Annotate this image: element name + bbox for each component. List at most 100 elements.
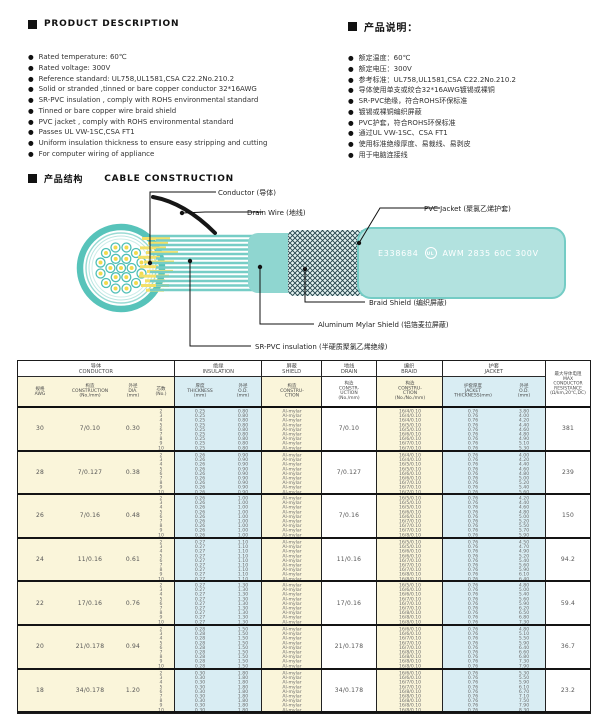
cell-ins-od: 1.10 1.10 1.10 1.10 1.10 1.10 1.10 1.10 … xyxy=(225,538,262,581)
cell-jacket-od-value: 4.80 5.10 5.50 5.90 6.40 6.60 6.80 7.30 … xyxy=(518,626,530,668)
cell-ins-thickness: 0.27 0.27 0.27 0.27 0.27 0.27 0.27 0.27 … xyxy=(175,538,225,581)
cell-jacket-thickness: 0.76 0.76 0.76 0.76 0.76 0.76 0.76 0.76 … xyxy=(443,495,503,537)
cell-shield-value: Al-mylar Al-mylar Al-mylar Al-mylar Al-m… xyxy=(281,539,302,581)
cell-drain: 7/0.127 xyxy=(322,451,377,494)
cell-dia: 1.20 xyxy=(118,669,148,712)
bullet-icon: ● xyxy=(28,74,34,83)
cell-jacket-thickness: 0.76 0.76 0.76 0.76 0.76 0.76 0.76 0.76 … xyxy=(443,451,503,494)
cell-drain: 34/0.178 xyxy=(322,669,377,712)
cell-resistance: 381 xyxy=(546,408,590,450)
list-item-text: SR-PVC绝缘，符合ROHS环保标准 xyxy=(358,97,468,105)
cell-braid: 16/6/0.10 16/6/0.10 16/7/0.10 16/7/0.10 … xyxy=(377,669,443,712)
list-item: ● PVC护套，符合ROHS环保标准 xyxy=(348,118,516,129)
cell-dia: 0.38 xyxy=(118,451,148,494)
cell-jacket-thickness-value: 0.76 0.76 0.76 0.76 0.76 0.76 0.76 0.76 … xyxy=(467,582,479,624)
list-item-text: PVC护套，符合ROHS环保标准 xyxy=(358,118,456,127)
cell-braid-value: 16/4/0.10 16/4/0.10 16/4/0.10 16/5/0.10 … xyxy=(398,408,421,450)
table-row: 24 11/0.16 0.61 2 3 4 5 6 7 8 9 10 0.27 0.27… xyxy=(18,538,590,583)
cell-shield: Al-mylar Al-mylar Al-mylar Al-mylar Al-m… xyxy=(262,669,322,712)
cell-jacket-thickness: 0.76 0.76 0.76 0.76 0.76 0.76 0.76 0.76 … xyxy=(443,669,503,712)
cell-shield: Al-mylar Al-mylar Al-mylar Al-mylar Al-m… xyxy=(262,538,322,581)
cell-resistance: 150 xyxy=(546,495,590,537)
cell-ins-od-value: 1.10 1.10 1.10 1.10 1.10 1.10 1.10 1.10 … xyxy=(237,539,249,581)
specification-table: 导体 CONDUCTOR 绝缘 INSULATION 屏蔽 SHIELD 地线 … xyxy=(17,360,591,714)
cell-ins-od: 1.50 1.50 1.50 1.50 1.50 1.50 1.50 1.50 … xyxy=(225,625,262,668)
cell-cores: 2 3 4 5 6 7 8 9 10 xyxy=(148,495,175,537)
product-description-list-en: ● Rated temperature: 60℃ ● Rated voltage: 3… xyxy=(28,52,267,160)
bullet-icon: ● xyxy=(28,63,34,72)
list-item: ● 使用标准绝缘厚度、易裁线、易剥皮 xyxy=(348,139,516,150)
cell-awg-value: 26 xyxy=(35,512,45,520)
cell-cores: 2 3 4 5 6 7 8 9 10 xyxy=(148,538,175,581)
cell-resistance-value: 239 xyxy=(561,468,575,476)
cell-resistance: 36.7 xyxy=(546,625,590,668)
cell-ins-thickness-value: 0.28 0.28 0.28 0.28 0.28 0.28 0.28 0.28 … xyxy=(194,626,206,668)
bullet-icon: ● xyxy=(348,150,354,159)
cell-ins-thickness: 0.25 0.25 0.25 0.25 0.25 0.25 0.25 0.25 … xyxy=(175,408,225,450)
cell-dia: 0.61 xyxy=(118,538,148,581)
cell-awg-value: 22 xyxy=(35,599,45,607)
column-header-construction: 构造 CONSTRUCTION (No./mm) xyxy=(62,377,118,406)
cell-jacket-od-value: 4.00 4.20 4.40 4.60 4.80 5.00 5.20 5.40 … xyxy=(518,452,530,494)
cell-jacket-thickness: 0.76 0.76 0.76 0.76 0.76 0.76 0.76 0.76 … xyxy=(443,582,503,624)
cell-jacket-thickness: 0.76 0.76 0.76 0.76 0.76 0.76 0.76 0.76 … xyxy=(443,408,503,450)
bullet-icon: ● xyxy=(28,149,34,158)
cell-ins-od-value: 1.80 1.80 1.80 1.80 1.80 1.80 1.80 1.80 … xyxy=(237,670,249,712)
list-item-text: For computer wiring of appliance xyxy=(38,149,155,158)
cell-shield: Al-mylar Al-mylar Al-mylar Al-mylar Al-m… xyxy=(262,582,322,624)
cell-dia-value: 0.48 xyxy=(125,512,141,520)
list-item: ● PVC jacket , comply with ROHS environme… xyxy=(28,117,267,128)
list-item-text: 通过UL VW-1SC、CSA FT1 xyxy=(358,129,448,138)
column-header-jacket-od: 外径 O.D. (mm) xyxy=(503,377,546,406)
table-row: 22 17/0.16 0.76 2 3 4 5 6 7 8 9 10 0.27 0.27… xyxy=(18,582,590,626)
cell-cores-value: 2 3 4 5 6 7 8 9 10 xyxy=(158,539,164,581)
cell-ins-od: 1.00 1.00 1.00 1.00 1.00 1.00 1.00 1.00 … xyxy=(225,495,262,537)
cell-construction-value: 17/0.16 xyxy=(77,599,103,607)
cell-resistance: 94.2 xyxy=(546,538,590,581)
bullet-icon: ● xyxy=(348,97,354,105)
cell-cores-value: 2 3 4 5 6 7 8 9 10 xyxy=(158,582,164,624)
bullet-icon: ● xyxy=(348,107,354,116)
cell-shield: Al-mylar Al-mylar Al-mylar Al-mylar Al-m… xyxy=(262,495,322,537)
cell-awg: 18 xyxy=(18,669,62,712)
list-item: ● Reference standard: UL758,UL1581,CSA C2… xyxy=(28,74,267,85)
cell-ins-thickness: 0.26 0.26 0.26 0.26 0.26 0.26 0.26 0.26 … xyxy=(175,495,225,537)
column-header-cores: 芯数 (No.) xyxy=(148,377,175,406)
cell-awg: 24 xyxy=(18,538,62,581)
list-item-text: Solid or stranded ,tinned or bare copper… xyxy=(38,85,257,94)
cell-jacket-od-value: 4.80 5.00 5.40 5.60 5.90 6.20 6.50 6.80 … xyxy=(518,582,530,624)
cell-ins-od-value: 1.30 1.30 1.30 1.30 1.30 1.30 1.30 1.30 … xyxy=(237,582,249,624)
cell-ins-thickness: 0.28 0.28 0.28 0.28 0.28 0.28 0.28 0.28 … xyxy=(175,625,225,668)
bullet-icon: ● xyxy=(28,85,34,94)
cell-construction-value: 11/0.16 xyxy=(77,556,103,564)
list-item: ● 镀锡或裸铜编织屏蔽 xyxy=(348,107,516,118)
cell-dia-value: 0.38 xyxy=(125,468,141,476)
cell-construction: 17/0.16 xyxy=(62,582,118,624)
list-item: ● 参考标准：UL758,UL1581,CSA C22.2No.210.2 xyxy=(348,75,516,86)
cell-dia: 0.76 xyxy=(118,582,148,624)
cell-drain-value: 17/0.16 xyxy=(336,599,362,607)
cell-drain-value: 34/0.178 xyxy=(334,686,364,694)
column-header-dia: 外径 DIA. (mm) xyxy=(118,377,148,406)
list-item-text: Passes UL VW-1SC,CSA FT1 xyxy=(38,128,135,137)
cell-jacket-od: 5.30 5.50 5.90 6.10 6.70 7.10 7.50 7.90 … xyxy=(503,669,546,712)
jacket-cert-number: E338684 xyxy=(378,248,419,258)
jacket-spec-text: AWM 2835 60C 300V xyxy=(442,248,539,258)
cell-resistance-value: 94.2 xyxy=(560,556,576,564)
cell-awg-value: 28 xyxy=(35,468,45,476)
cell-jacket-thickness-value: 0.76 0.76 0.76 0.76 0.76 0.76 0.76 0.76 … xyxy=(467,626,479,668)
product-description-title-zh-text: 产品说明： xyxy=(364,23,418,34)
cell-awg: 22 xyxy=(18,582,62,624)
cable-construction-title-zh: 产品结构 xyxy=(44,175,84,185)
cell-ins-thickness: 0.26 0.26 0.26 0.26 0.26 0.26 0.26 0.26 … xyxy=(175,451,225,494)
cell-construction-value: 21/0.178 xyxy=(75,643,105,651)
column-header-shield-construction: 构造 CONSTRU- CTION xyxy=(262,377,322,406)
column-header-thickness: 厚度 THICKNESS (mm) xyxy=(175,377,225,406)
cell-resistance-value: 381 xyxy=(561,425,575,433)
cable-construction-title-en: CABLE CONSTRUCTION xyxy=(104,173,234,184)
leader-dots xyxy=(147,210,362,272)
cell-drain-value: 21/0.178 xyxy=(334,643,364,651)
table-body: 30 7/0.10 0.30 2 3 4 5 6 7 8 9 10 0.25 0.25 … xyxy=(18,408,590,714)
ul-mark-icon: UL xyxy=(424,247,437,259)
cell-drain: 7/0.10 xyxy=(322,408,377,450)
